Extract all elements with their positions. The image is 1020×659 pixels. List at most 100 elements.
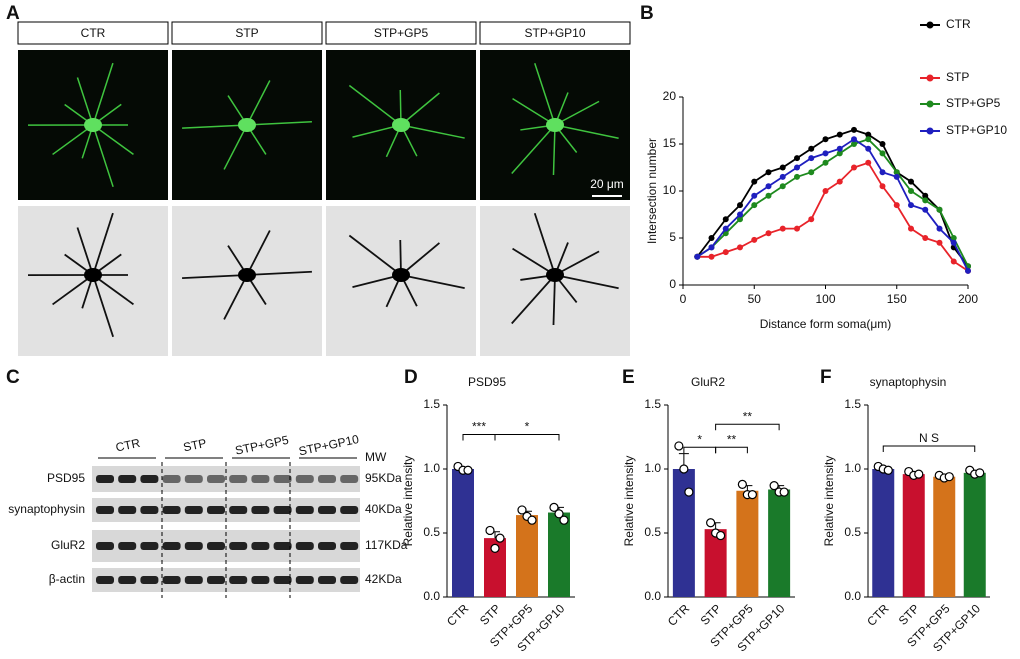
group-label: STP+GP10 bbox=[298, 432, 361, 458]
y-tick-label: 1.0 bbox=[423, 461, 440, 475]
data-point bbox=[822, 150, 829, 157]
legend-marker bbox=[926, 74, 934, 82]
soma bbox=[546, 268, 564, 282]
replicate-point bbox=[684, 487, 694, 497]
image-header bbox=[325, 21, 477, 45]
blot-band bbox=[295, 506, 314, 514]
blot-band bbox=[118, 576, 137, 584]
data-point bbox=[893, 202, 900, 209]
blot-band bbox=[140, 506, 159, 514]
data-point bbox=[908, 225, 914, 232]
dendrite bbox=[512, 247, 556, 276]
mw-label: 40KDa bbox=[365, 502, 402, 516]
legend-marker bbox=[926, 100, 934, 108]
blot-band bbox=[140, 576, 159, 584]
blot-band bbox=[162, 475, 181, 483]
dendrite bbox=[246, 270, 312, 276]
blot-band bbox=[162, 506, 181, 514]
bar bbox=[736, 490, 759, 597]
blot-band bbox=[251, 475, 270, 483]
significance-bracket bbox=[462, 433, 496, 441]
blot-band bbox=[318, 542, 336, 550]
image-header bbox=[171, 21, 323, 45]
data-point bbox=[908, 188, 914, 194]
series-line bbox=[696, 128, 969, 267]
blot-band bbox=[318, 576, 336, 584]
dendrite bbox=[552, 274, 556, 326]
significance-bracket bbox=[882, 445, 976, 452]
mw-label: 42KDa bbox=[365, 572, 402, 586]
chart-title: GluR2 bbox=[691, 375, 725, 389]
blot-band bbox=[207, 506, 225, 514]
y-axis-label: Relative intensity bbox=[622, 456, 636, 547]
dendrite bbox=[92, 124, 114, 188]
data-point bbox=[822, 159, 829, 166]
dendrite bbox=[76, 77, 94, 126]
blot-band bbox=[273, 576, 292, 584]
data-point bbox=[694, 253, 701, 260]
dendrite bbox=[511, 124, 556, 175]
replicate-point bbox=[674, 441, 684, 451]
y-tick-label: 1.0 bbox=[844, 461, 861, 475]
data-point bbox=[908, 202, 914, 209]
blot-band bbox=[340, 475, 359, 483]
blot-band bbox=[118, 475, 137, 483]
y-tick-label: 15 bbox=[663, 136, 677, 150]
dendrite bbox=[92, 62, 114, 126]
blot-band bbox=[96, 506, 114, 514]
y-tick-label: 1.0 bbox=[644, 461, 661, 475]
data-point bbox=[808, 169, 815, 176]
bar bbox=[516, 515, 538, 597]
dendrite bbox=[182, 124, 248, 129]
blot-band bbox=[96, 475, 114, 483]
significance-label: * bbox=[697, 432, 702, 446]
dendrite bbox=[52, 124, 94, 156]
legend-label: STP+GP10 bbox=[946, 123, 1007, 137]
data-point bbox=[965, 267, 971, 274]
blot-band bbox=[251, 542, 270, 550]
protein-label: GluR2 bbox=[51, 538, 85, 552]
dendrite bbox=[92, 274, 114, 338]
panel-letter: F bbox=[820, 367, 832, 388]
x-tick-label: STP bbox=[477, 601, 503, 627]
y-tick-label: 20 bbox=[663, 89, 677, 103]
image-label: STP bbox=[235, 26, 258, 40]
data-point bbox=[751, 192, 758, 199]
legend-marker bbox=[926, 127, 934, 135]
group-label: STP+GP5 bbox=[234, 433, 290, 458]
y-tick-label: 0.5 bbox=[644, 525, 661, 539]
panel-letter: E bbox=[622, 367, 635, 388]
dendrite bbox=[92, 212, 114, 276]
data-point bbox=[737, 211, 743, 218]
image-header bbox=[479, 21, 631, 45]
dendrite bbox=[223, 274, 248, 320]
replicate-point bbox=[517, 505, 527, 515]
blot-band bbox=[184, 475, 203, 483]
dendrite bbox=[534, 63, 556, 126]
data-point bbox=[708, 244, 715, 251]
protein-label: β-actin bbox=[49, 572, 85, 586]
blot-band bbox=[140, 475, 159, 483]
bar bbox=[484, 538, 506, 597]
significance-bracket bbox=[683, 446, 717, 454]
significance-bracket bbox=[494, 433, 560, 441]
blot-band bbox=[340, 576, 359, 584]
x-axis-label: Distance form soma(μm) bbox=[760, 317, 892, 331]
panel-letter: C bbox=[6, 367, 20, 388]
data-point bbox=[779, 183, 786, 190]
replicate-point bbox=[769, 481, 779, 491]
data-point bbox=[737, 244, 743, 251]
data-point bbox=[936, 239, 943, 246]
data-point bbox=[865, 136, 872, 143]
x-tick-label: 100 bbox=[815, 292, 835, 306]
data-point bbox=[950, 258, 957, 265]
data-point bbox=[922, 197, 929, 204]
data-point bbox=[794, 155, 800, 162]
blot-band bbox=[162, 576, 181, 584]
data-point bbox=[893, 169, 900, 176]
panel-letter: B bbox=[640, 3, 654, 24]
replicate-point bbox=[737, 479, 747, 489]
data-point bbox=[836, 145, 843, 152]
dendrite bbox=[246, 80, 271, 126]
dendrite bbox=[76, 227, 94, 276]
